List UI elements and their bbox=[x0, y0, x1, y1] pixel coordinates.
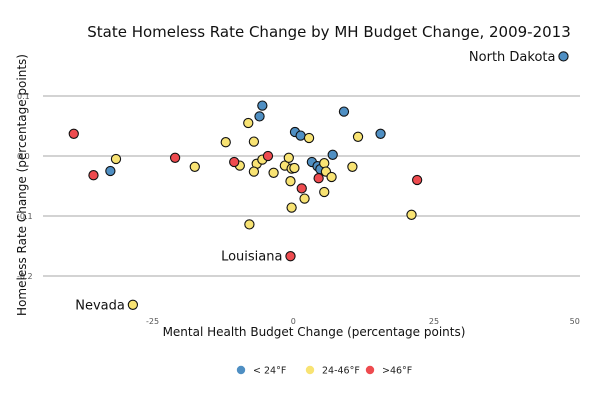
legend-swatch bbox=[365, 365, 375, 375]
data-point-mid bbox=[326, 171, 337, 183]
tick-labels: 0.1 0.0 -0.1 -0.2 -25 0 25 50 bbox=[17, 92, 580, 326]
y-tick-label: -0.1 bbox=[17, 212, 33, 221]
legend-label: >46°F bbox=[382, 366, 412, 377]
data-point-mid bbox=[319, 158, 330, 169]
annotations: North Dakota Louisiana Nevada bbox=[75, 50, 555, 313]
data-point-mid bbox=[248, 136, 260, 147]
data-point-hot bbox=[411, 174, 423, 186]
y-tick-label: 0.1 bbox=[17, 92, 30, 101]
legend-label: 24-46°F bbox=[322, 366, 360, 377]
data-point-hot bbox=[285, 251, 296, 262]
point-annotation: North Dakota bbox=[469, 50, 556, 65]
x-tick-label: 0 bbox=[291, 317, 296, 326]
data-point-mid bbox=[283, 152, 294, 163]
data-point-cold bbox=[105, 165, 116, 177]
data-point-mid bbox=[189, 161, 200, 172]
data-point-mid bbox=[289, 162, 300, 174]
y-tick-label: 0.0 bbox=[17, 152, 30, 161]
point-annotation: Louisiana bbox=[221, 250, 282, 265]
data-point-mid bbox=[220, 137, 231, 148]
y-axis-title: Homeless Rate Change (percentage points) bbox=[15, 54, 29, 316]
data-point-cold bbox=[257, 100, 268, 111]
data-point-cold bbox=[375, 128, 386, 139]
chart-title: State Homeless Rate Change by MH Budget … bbox=[87, 23, 571, 41]
legend: < 24°F 24-46°F >46°F bbox=[236, 365, 412, 377]
x-tick-label: 25 bbox=[429, 317, 439, 326]
data-point-hot bbox=[88, 170, 99, 181]
data-point-mid bbox=[352, 131, 364, 142]
data-point-mid bbox=[347, 161, 358, 172]
legend-item-cold: < 24°F bbox=[236, 365, 286, 377]
data-point-mid bbox=[299, 193, 310, 204]
data-point-hot bbox=[296, 183, 307, 194]
data-point-mid bbox=[406, 209, 417, 220]
x-tick-label: -25 bbox=[146, 317, 159, 326]
data-point-mid bbox=[243, 117, 254, 129]
data-point-cold bbox=[254, 111, 265, 122]
data-point-cold bbox=[295, 130, 306, 141]
legend-swatch bbox=[305, 365, 315, 375]
data-point-mid bbox=[127, 299, 139, 310]
data-point-hot bbox=[262, 150, 274, 162]
data-point-mid bbox=[285, 176, 296, 187]
data-point-mid bbox=[319, 186, 330, 198]
data-point-mid bbox=[286, 202, 297, 213]
data-point-hot bbox=[229, 156, 240, 168]
data-point-mid bbox=[268, 167, 279, 178]
data-point-mid bbox=[303, 132, 315, 144]
data-point-hot bbox=[68, 128, 79, 139]
x-tick-label: 50 bbox=[570, 317, 580, 326]
data-point-mid bbox=[244, 219, 255, 230]
data-point-hot bbox=[169, 152, 181, 163]
legend-item-mid: 24-46°F bbox=[305, 365, 360, 377]
grid-layer bbox=[43, 95, 580, 277]
legend-label: < 24°F bbox=[253, 366, 286, 377]
data-point-mid bbox=[110, 153, 122, 165]
legend-swatch bbox=[236, 365, 246, 375]
point-annotation: Nevada bbox=[75, 298, 125, 313]
y-tick-label: -0.2 bbox=[17, 272, 33, 281]
data-points bbox=[68, 51, 569, 310]
data-point-mid bbox=[248, 166, 260, 177]
data-point-cold bbox=[338, 106, 350, 117]
data-point-cold bbox=[558, 51, 569, 62]
data-point-hot bbox=[313, 173, 324, 184]
legend-item-hot: >46°F bbox=[365, 365, 412, 377]
x-axis-title: Mental Health Budget Change (percentage … bbox=[163, 325, 466, 339]
data-point-cold bbox=[327, 149, 338, 160]
